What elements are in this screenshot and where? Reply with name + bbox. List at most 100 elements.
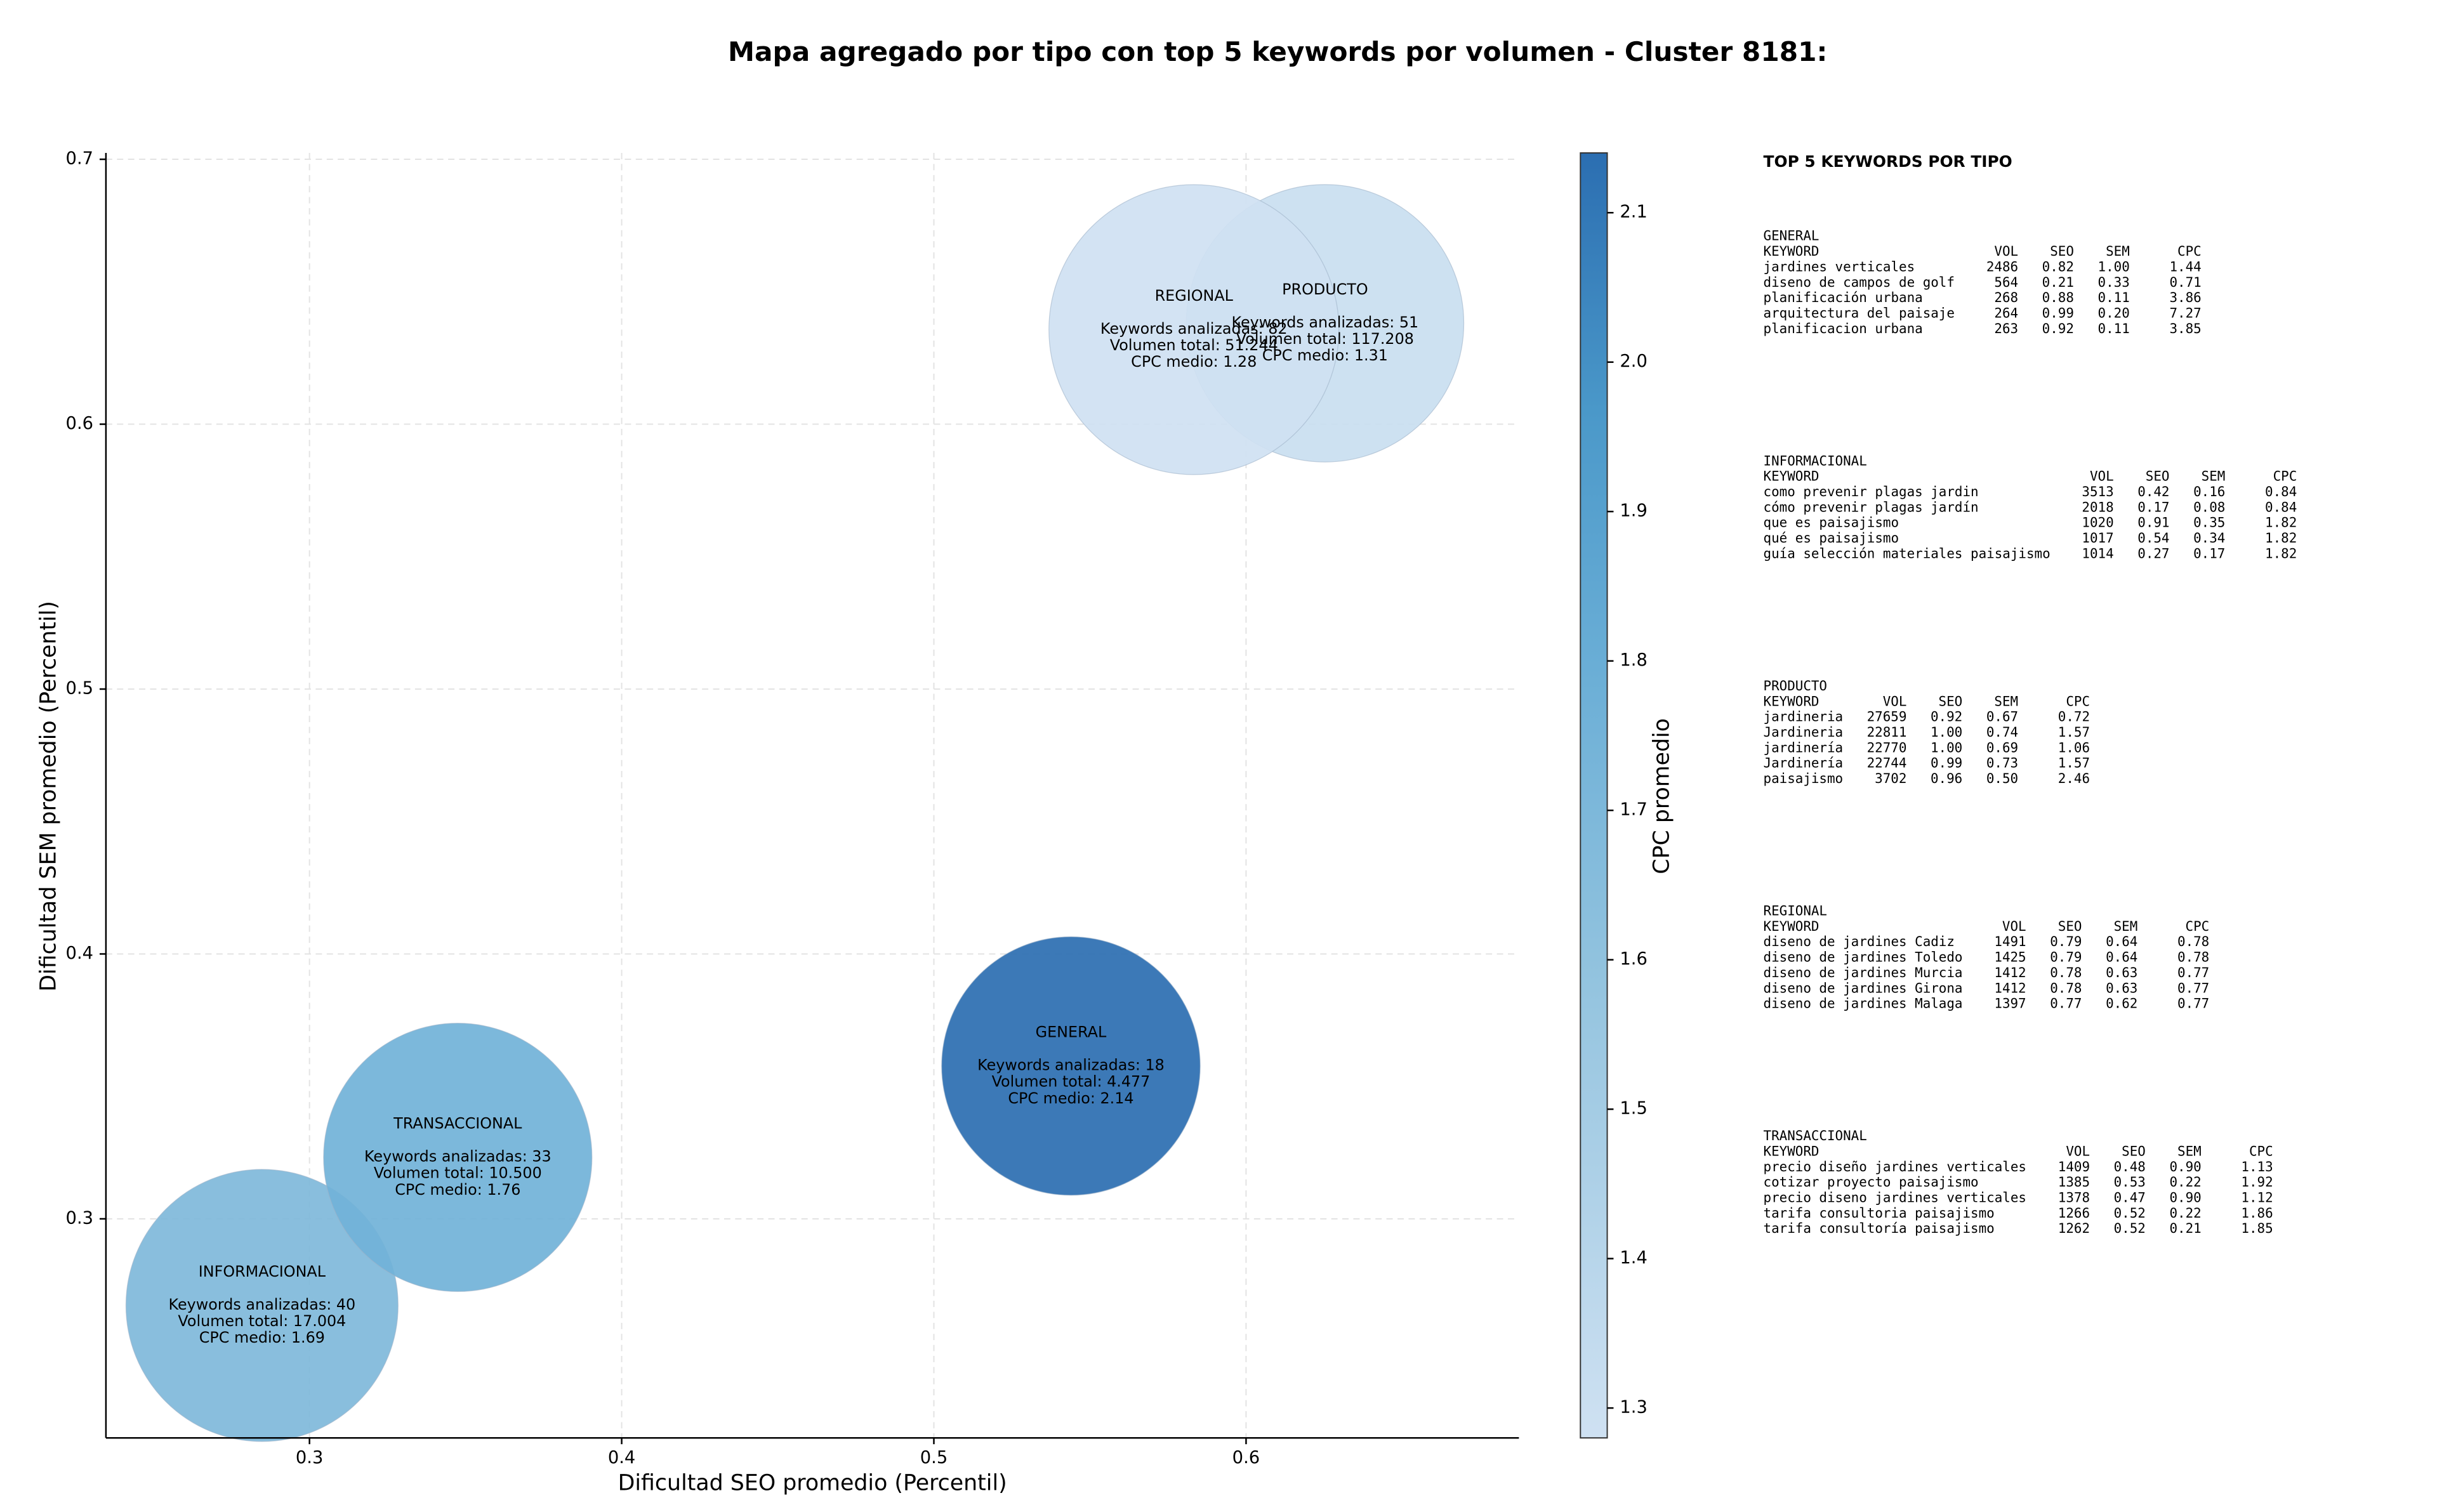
table-cell: 1.06 — [2058, 740, 2090, 755]
table-cell: cotizar proyecto paisajismo — [1764, 1174, 1979, 1190]
table-cell: 1385 — [2058, 1174, 2090, 1190]
table-cell: 0.99 — [2042, 305, 2074, 320]
table-cell: diseno de campos de golf — [1764, 275, 1955, 290]
table-header: SEM — [2114, 919, 2138, 934]
y-tick-label: 0.6 — [66, 414, 93, 433]
table-cell: 0.34 — [2193, 530, 2225, 546]
table-cell: 0.35 — [2193, 515, 2225, 530]
table-cell: 0.11 — [2098, 290, 2130, 305]
bubble-category: PRODUCTO — [1282, 280, 1368, 298]
table-group-name: INFORMACIONAL — [1764, 453, 1867, 468]
table-cell: 263 — [1994, 321, 2018, 336]
table-cell: 0.96 — [1931, 771, 1962, 786]
table-cell: 0.90 — [2169, 1190, 2201, 1206]
table-cell: Jardineria — [1764, 725, 1844, 740]
y-axis-label: Dificultad SEM promedio (Percentil) — [36, 601, 61, 992]
table-cell: 1412 — [1994, 980, 2026, 996]
table-header: SEM — [2177, 1143, 2202, 1159]
table-header: VOL — [2002, 919, 2026, 934]
table-cell: 0.77 — [2177, 980, 2209, 996]
table-cell: 1.82 — [2265, 515, 2297, 530]
x-tick-label: 0.6 — [1232, 1448, 1260, 1468]
table-cell: 0.20 — [2098, 305, 2130, 320]
ticks: 0.3 0.4 0.5 0.6 0.3 0.4 0.5 0.6 0.7 1.3 1.4 1.5 1.6 1… — [66, 149, 1648, 1468]
table-cell: 1412 — [1994, 965, 2026, 980]
bubble-annotation: Volumen total: 17.004 — [178, 1312, 346, 1330]
table-cell: 1014 — [2082, 546, 2113, 561]
table-cell: jardinería — [1764, 740, 1844, 755]
table-cell: 0.78 — [2050, 965, 2082, 980]
table-cell: 0.64 — [2106, 934, 2137, 949]
table-header: SEO — [2122, 1143, 2146, 1159]
table-cell: 0.63 — [2106, 980, 2137, 996]
table-cell: paisajismo — [1764, 771, 1844, 786]
table-cell: 564 — [1994, 275, 2018, 290]
table-cell: 1.86 — [2241, 1206, 2273, 1221]
bubble — [941, 936, 1201, 1196]
bubble-category: GENERAL — [1036, 1023, 1107, 1041]
table-cell: 3.86 — [2169, 290, 2201, 305]
bubble-annotation: Volumen total: 4.477 — [992, 1073, 1151, 1091]
table-header: KEYWORD — [1764, 244, 1819, 259]
table-cell: 0.62 — [2106, 996, 2137, 1011]
table-group-name: TRANSACCIONAL — [1764, 1128, 1867, 1143]
x-tick-label: 0.4 — [608, 1448, 635, 1468]
table-header: CPC — [2186, 919, 2210, 934]
table-cell: 2018 — [2082, 499, 2113, 515]
table-cell: 0.99 — [1931, 756, 1962, 771]
table-cell: 0.67 — [1986, 709, 2018, 725]
table-cell: 1425 — [1994, 950, 2026, 965]
table-cell: 0.17 — [2193, 546, 2225, 561]
tables-title: TOP 5 KEYWORDS POR TIPO — [1764, 152, 2012, 171]
table-cell: que es paisajismo — [1764, 515, 1899, 530]
colorbar-tick-label: 1.8 — [1620, 650, 1647, 670]
y-tick-label: 0.4 — [66, 943, 93, 963]
table-cell: precio diseño jardines verticales — [1764, 1159, 2026, 1174]
y-tick-label: 0.7 — [66, 149, 93, 169]
table-cell: 27659 — [1867, 709, 1907, 725]
bubble — [323, 1023, 593, 1292]
table-cell: 1378 — [2058, 1190, 2090, 1206]
table-cell: 1.00 — [2098, 259, 2130, 274]
table-cell: 0.53 — [2114, 1174, 2146, 1190]
table-header: VOL — [2090, 469, 2114, 484]
bubble-annotation: CPC medio: 1.28 — [1131, 353, 1257, 371]
table-cell: 0.22 — [2169, 1206, 2201, 1221]
table-header: SEO — [2146, 469, 2170, 484]
table-cell: 1.44 — [2169, 259, 2201, 274]
colorbar — [1580, 152, 1608, 1439]
table-cell: 0.88 — [2042, 290, 2074, 305]
table-cell: arquitectura del paisaje — [1764, 305, 1955, 320]
table-cell: 0.52 — [2114, 1206, 2146, 1221]
bubble-annotation: CPC medio: 2.14 — [1008, 1089, 1133, 1107]
table-cell: 0.78 — [2177, 950, 2209, 965]
table-cell: planificacion urbana — [1764, 321, 1923, 336]
table-cell: 0.16 — [2193, 484, 2225, 499]
table-cell: 1.13 — [2241, 1159, 2273, 1174]
table-cell: diseno de jardines Cadiz — [1764, 934, 1955, 949]
table-cell: 0.71 — [2169, 275, 2201, 290]
table-cell: 0.21 — [2169, 1221, 2201, 1236]
colorbar-tick-label: 1.5 — [1620, 1099, 1647, 1119]
bubbles — [125, 184, 1465, 1442]
table-cell: 1.85 — [2241, 1221, 2273, 1236]
table-group-name: GENERAL — [1764, 228, 1819, 244]
table-cell: Jardinería — [1764, 756, 1844, 771]
table-cell: 0.11 — [2098, 321, 2130, 336]
bubble-annotation: Keywords analizadas: 18 — [977, 1056, 1165, 1074]
table-header: CPC — [2249, 1143, 2273, 1159]
colorbar-tick-label: 1.6 — [1620, 949, 1647, 969]
bubble-annotation: Keywords analizadas: 51 — [1232, 313, 1419, 331]
table-cell: 0.21 — [2042, 275, 2074, 290]
table-cell: 0.73 — [1986, 756, 2018, 771]
colorbar-tick-label: 1.3 — [1620, 1398, 1647, 1417]
table-cell: 22770 — [1867, 740, 1907, 755]
chart-title: Mapa agregado por tipo con top 5 keyword… — [728, 36, 1827, 67]
table-cell: diseno de jardines Girona — [1764, 980, 1963, 996]
colorbar-tick-label: 1.7 — [1620, 800, 1647, 820]
table-cell: 1.12 — [2241, 1190, 2273, 1206]
table-cell: 2.46 — [2058, 771, 2090, 786]
table-cell: 3513 — [2082, 484, 2113, 499]
table-cell: 0.22 — [2169, 1174, 2201, 1190]
